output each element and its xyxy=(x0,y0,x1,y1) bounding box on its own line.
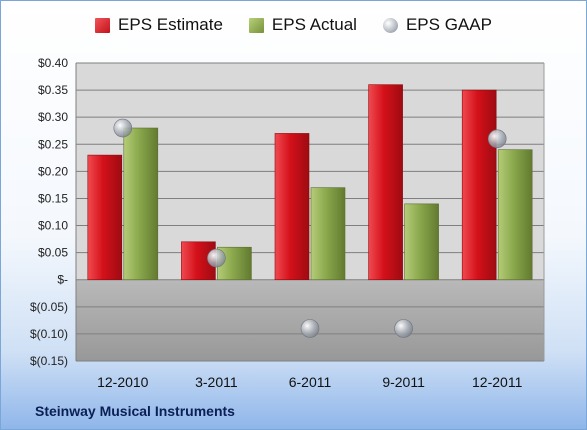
bar-eps-actual xyxy=(404,203,439,281)
company-name: Steinway Musical Instruments xyxy=(35,403,235,419)
legend-swatch-actual xyxy=(248,17,264,33)
y-tick-label: $0.10 xyxy=(38,219,68,233)
x-tick-label: 6-2011 xyxy=(289,374,332,390)
x-tick-label: 12-2010 xyxy=(97,374,149,390)
bar-eps-actual xyxy=(310,187,346,281)
y-tick-label: $0.30 xyxy=(38,110,68,124)
bar-eps-estimate xyxy=(274,133,310,281)
x-tick-label: 12-2011 xyxy=(472,374,523,390)
point-eps-gaap xyxy=(207,248,226,268)
bar-eps-estimate xyxy=(461,89,497,281)
y-tick-label: $0.05 xyxy=(38,246,68,260)
legend-item-actual: EPS Actual xyxy=(248,15,357,35)
y-tick-label: $0.35 xyxy=(38,83,68,97)
point-eps-gaap xyxy=(394,319,413,338)
y-tick-label: $0.20 xyxy=(38,164,68,178)
legend-label-estimate: EPS Estimate xyxy=(118,15,223,34)
bar-eps-actual xyxy=(497,149,533,281)
point-eps-gaap xyxy=(113,118,133,138)
legend-item-estimate: EPS Estimate xyxy=(95,15,223,35)
point-eps-gaap xyxy=(487,129,507,149)
legend-item-gaap: EPS GAAP xyxy=(382,15,492,35)
legend-label-gaap: EPS GAAP xyxy=(405,15,492,34)
y-tick-label: $- xyxy=(57,273,68,287)
y-tick-label: $0.25 xyxy=(38,137,68,151)
chart-legend: EPS Estimate EPS Actual EPS GAAP xyxy=(1,15,586,35)
y-tick-label: $(0.15) xyxy=(30,354,68,368)
point-eps-gaap xyxy=(300,319,320,338)
x-tick-label: 3-2011 xyxy=(195,374,238,390)
y-tick-label: $0.15 xyxy=(38,191,68,205)
y-tick-label: $0.40 xyxy=(38,56,68,70)
legend-swatch-estimate xyxy=(95,17,111,33)
y-tick-label: $(0.10) xyxy=(30,327,68,341)
bar-eps-actual xyxy=(123,127,159,281)
y-tick-label: $(0.05) xyxy=(30,300,68,314)
legend-label-actual: EPS Actual xyxy=(271,15,357,34)
legend-swatch-gaap xyxy=(382,17,398,33)
bar-eps-estimate xyxy=(87,154,123,281)
x-tick-label: 9-2011 xyxy=(382,374,425,390)
bar-eps-estimate xyxy=(368,84,403,281)
